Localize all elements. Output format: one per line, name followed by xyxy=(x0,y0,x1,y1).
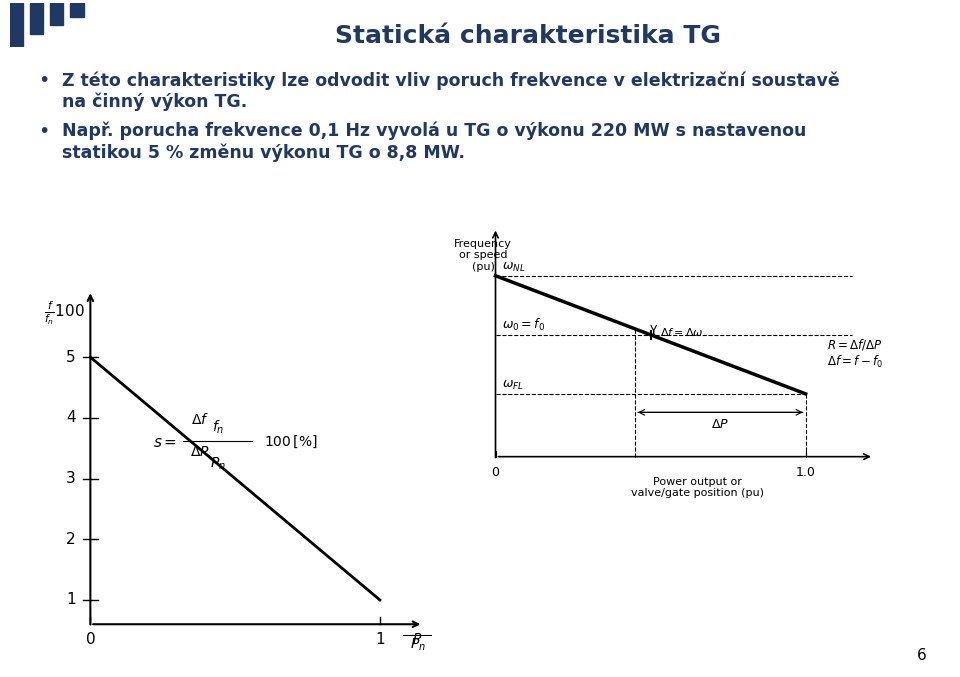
Text: 0: 0 xyxy=(492,466,499,479)
Text: $P$: $P$ xyxy=(413,632,422,646)
Text: $\frac{f}{f_n}$100: $\frac{f}{f_n}$100 xyxy=(44,299,84,327)
Text: $R=\Delta f/\Delta P$
$\Delta f=f-f_0$: $R=\Delta f/\Delta P$ $\Delta f=f-f_0$ xyxy=(828,336,883,370)
Text: 1: 1 xyxy=(66,592,76,607)
Text: 0: 0 xyxy=(85,632,95,647)
Text: •: • xyxy=(38,122,50,141)
Text: $\omega_{NL}$: $\omega_{NL}$ xyxy=(502,261,525,274)
Text: 6: 6 xyxy=(917,649,926,663)
Text: •: • xyxy=(38,71,50,90)
Text: $\omega_0=f_0$: $\omega_0=f_0$ xyxy=(502,316,545,332)
Text: 1.0: 1.0 xyxy=(796,466,816,479)
Text: 5: 5 xyxy=(66,350,76,365)
Text: $\omega_{FL}$: $\omega_{FL}$ xyxy=(502,378,523,392)
Text: $P_n$: $P_n$ xyxy=(410,636,425,653)
Text: Frequency
or speed
(pu): Frequency or speed (pu) xyxy=(454,239,512,272)
Text: 3: 3 xyxy=(66,471,76,486)
Bar xyxy=(50,3,63,25)
Text: $f_n$: $f_n$ xyxy=(211,418,224,436)
Text: $\Delta f$: $\Delta f$ xyxy=(191,412,209,427)
Text: 2: 2 xyxy=(66,531,76,547)
Text: Power output or
valve/gate position (pu): Power output or valve/gate position (pu) xyxy=(631,477,763,498)
Text: $\Delta P$: $\Delta P$ xyxy=(190,445,210,459)
Text: $s=$: $s=$ xyxy=(154,435,178,450)
Text: $100\,[\%]$: $100\,[\%]$ xyxy=(264,434,318,450)
Text: Statická charakteristika TG: Statická charakteristika TG xyxy=(335,24,721,47)
Text: $\Delta f=\Delta\omega$: $\Delta f=\Delta\omega$ xyxy=(660,326,704,338)
Text: $P_n$: $P_n$ xyxy=(210,456,226,472)
Bar xyxy=(70,3,84,16)
Text: Z této charakteristiky lze odvodit vliv poruch frekvence v elektrizační soustavě: Z této charakteristiky lze odvodit vliv … xyxy=(62,71,840,111)
Text: Např. porucha frekvence 0,1 Hz vyvolá u TG o výkonu 220 MW s nastavenou
statikou: Např. porucha frekvence 0,1 Hz vyvolá u … xyxy=(62,122,806,162)
Text: $\Delta P$: $\Delta P$ xyxy=(711,418,730,431)
Text: 1: 1 xyxy=(375,632,385,647)
Bar xyxy=(30,3,43,34)
Bar xyxy=(10,3,23,47)
Text: 4: 4 xyxy=(66,410,76,425)
